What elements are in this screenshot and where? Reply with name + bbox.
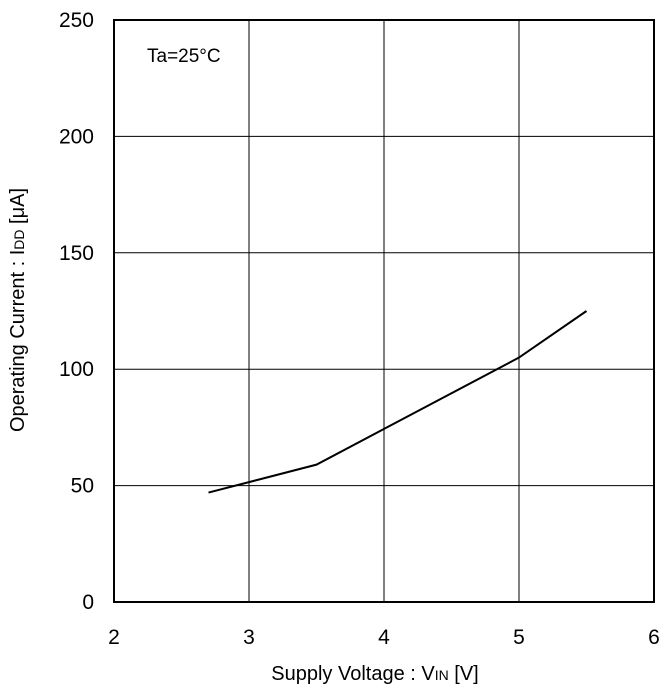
x-axis-label-main: Supply Voltage : V <box>271 663 435 685</box>
y-tick-labels: 0 50 100 150 200 250 <box>59 9 94 614</box>
x-tick-label: 2 <box>108 626 120 649</box>
y-axis-label-unit: [μA] <box>7 188 29 230</box>
x-tick-label: 3 <box>243 626 255 649</box>
x-tick-label: 4 <box>378 626 390 649</box>
x-axis-label-unit: [V] <box>449 663 479 685</box>
y-tick-label: 250 <box>59 9 94 32</box>
y-tick-label: 50 <box>71 475 94 498</box>
x-axis-label-subscript: IN <box>435 667 449 683</box>
series-line <box>208 310 588 494</box>
series-group <box>208 310 588 494</box>
x-tick-label: 6 <box>648 626 660 649</box>
y-tick-label: 200 <box>59 125 94 148</box>
plot-frame <box>113 19 655 603</box>
annotation-temperature: Ta=25°C <box>147 46 221 67</box>
x-tick-labels: 2 3 4 5 6 <box>108 626 660 649</box>
y-axis-label-main: Operating Current : I <box>7 250 29 432</box>
x-axis-label: Supply Voltage : VIN [V] <box>271 663 478 685</box>
y-tick-label: 100 <box>59 358 94 381</box>
y-tick-label: 0 <box>82 591 94 614</box>
y-axis-label: Operating Current : IDD [μA] <box>7 188 29 432</box>
x-tick-label: 5 <box>513 626 525 649</box>
gridlines <box>114 20 654 602</box>
y-tick-label: 150 <box>59 242 94 265</box>
y-axis-label-subscript: DD <box>11 230 27 250</box>
